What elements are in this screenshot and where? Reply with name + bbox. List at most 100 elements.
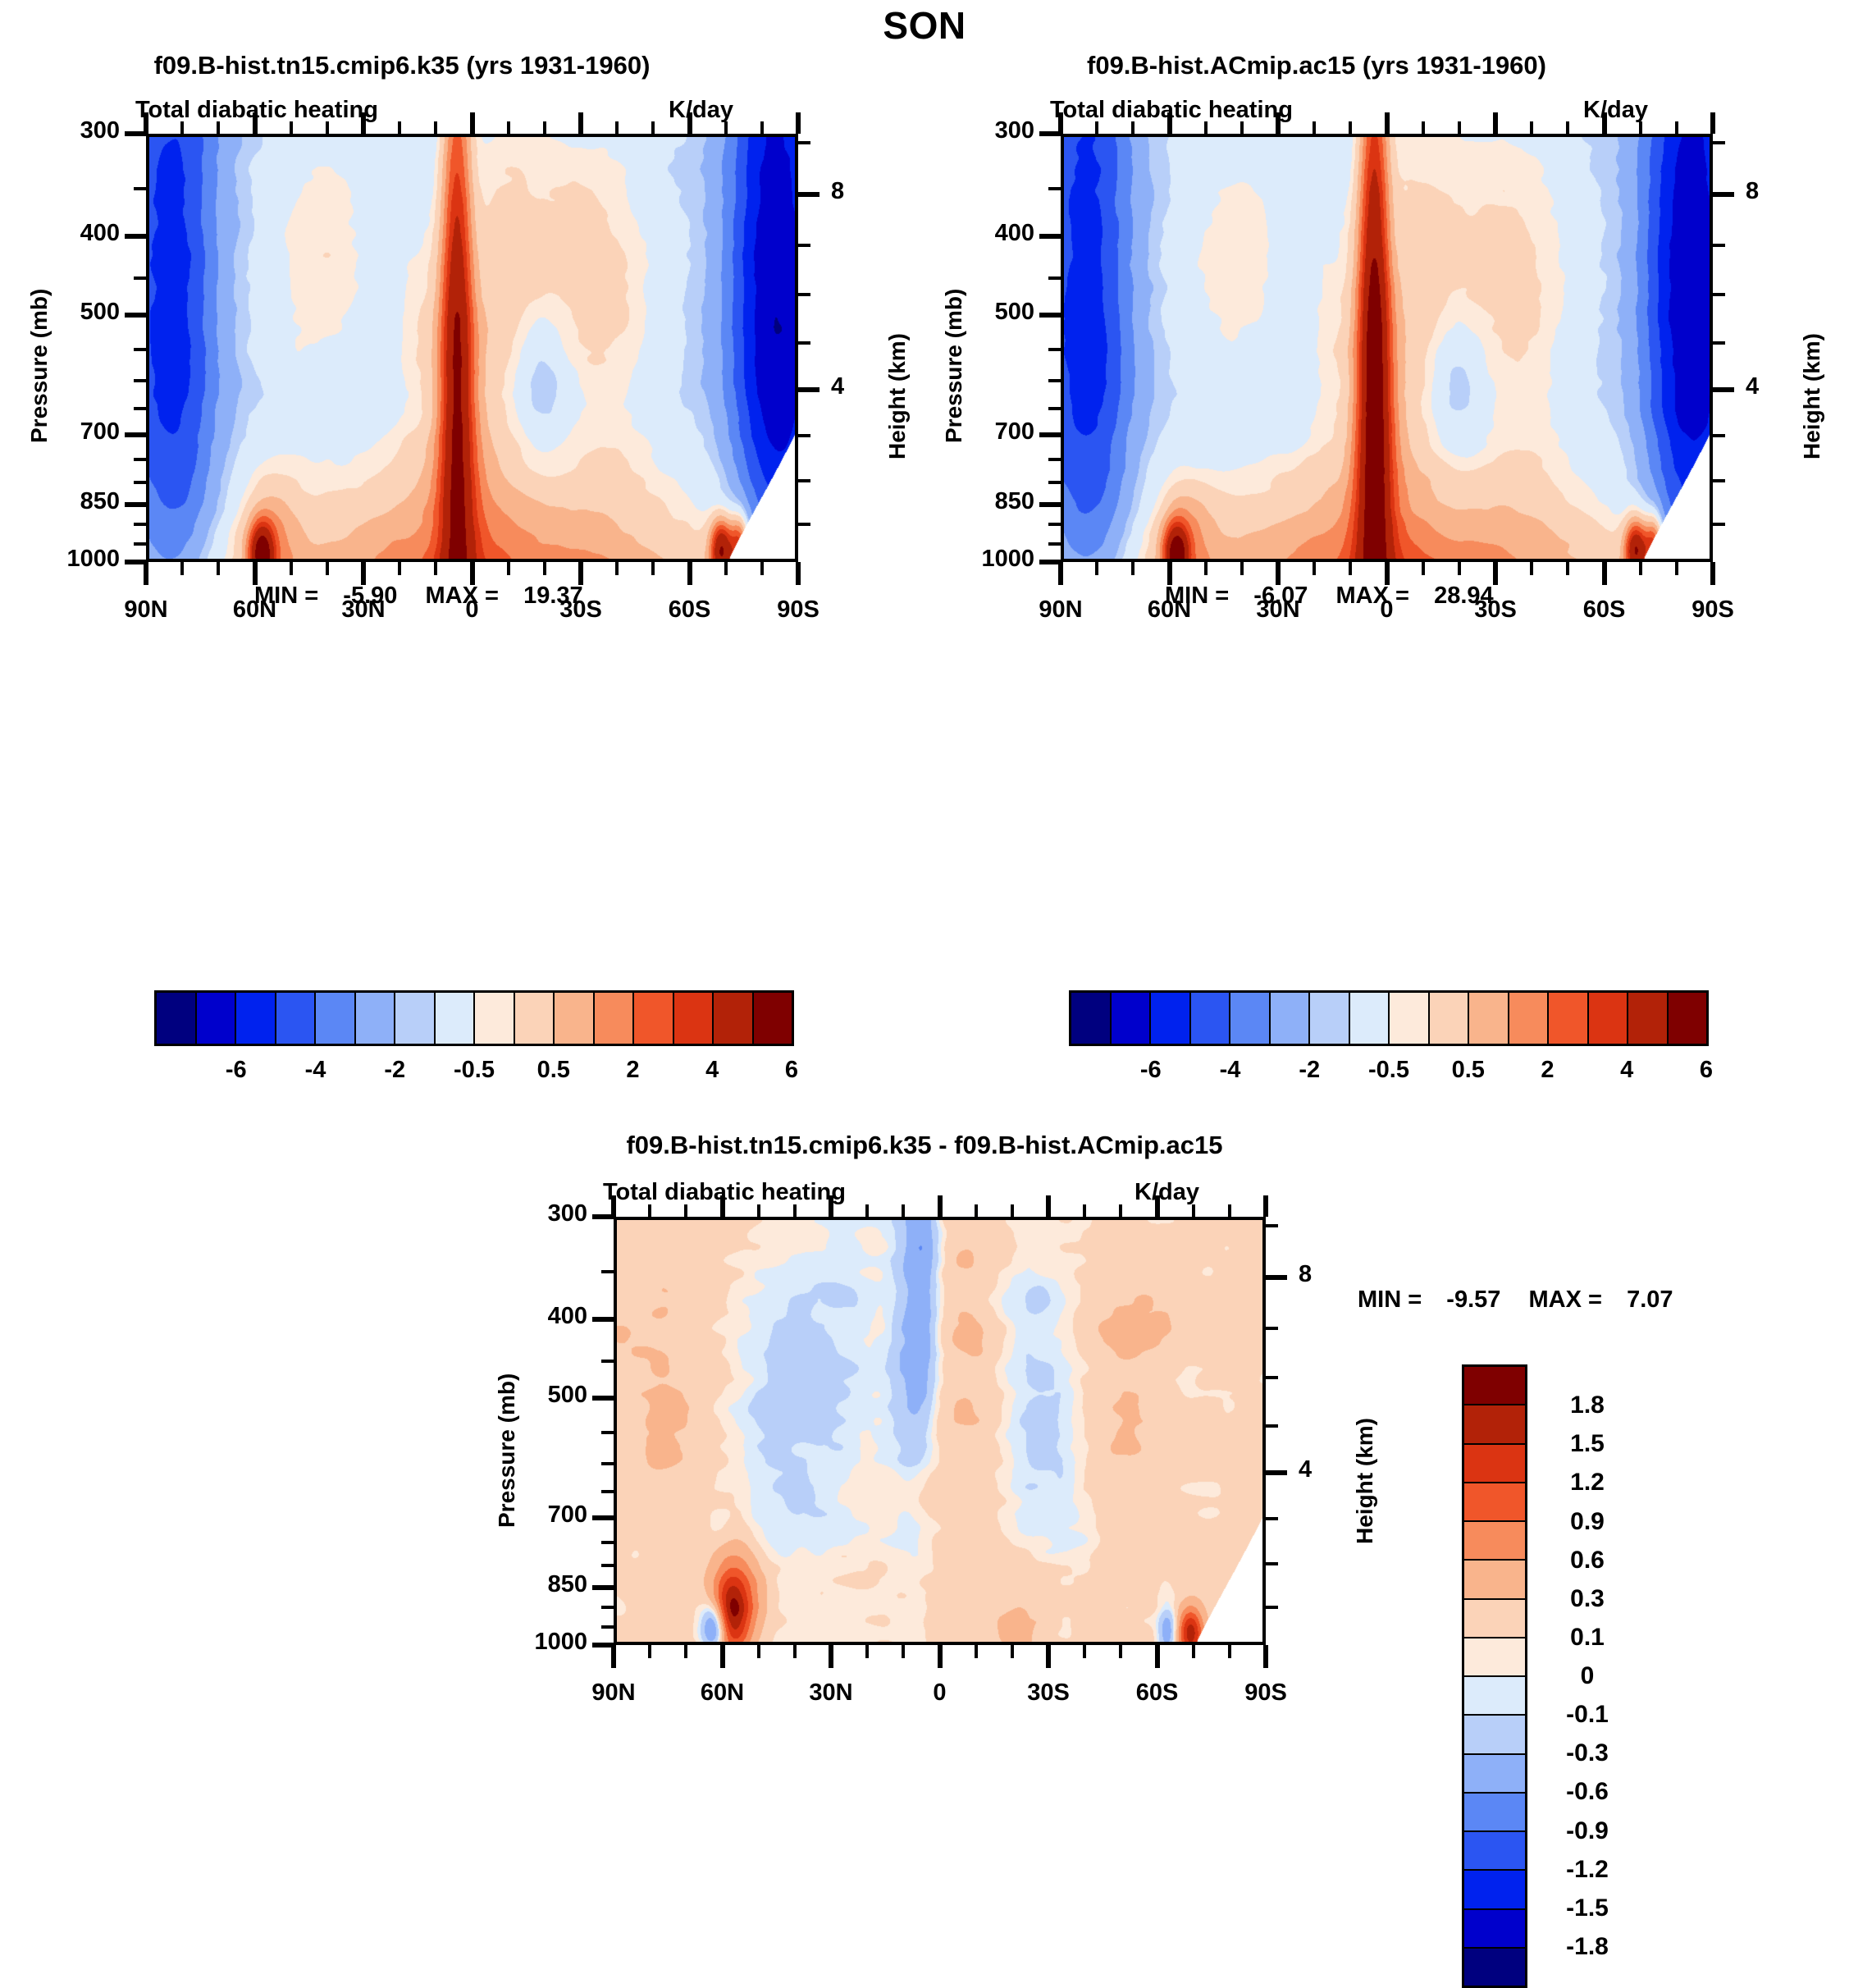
ytick-mark bbox=[592, 1515, 614, 1521]
xtick-mark-top bbox=[1263, 1195, 1268, 1217]
height-tick-label: 4 bbox=[1746, 373, 1760, 400]
panel-top-right-y2axis-label: Height (km) bbox=[1799, 333, 1824, 459]
colorbar-swatch bbox=[1390, 993, 1430, 1044]
xtick-minor-top bbox=[1083, 1204, 1087, 1217]
height-tick-minor bbox=[798, 244, 810, 248]
colorbar-swatch bbox=[594, 993, 634, 1044]
height-tick-mark bbox=[1713, 387, 1734, 393]
panel-bottom-diff-y2axis-label: Height (km) bbox=[1352, 1418, 1377, 1544]
ytick-mark bbox=[592, 1643, 614, 1648]
xtick-mark bbox=[1058, 562, 1063, 585]
xtick-minor-top bbox=[1313, 121, 1317, 134]
colorbar-swatch bbox=[157, 993, 197, 1044]
colorbar-tick-label: -4 bbox=[304, 1057, 326, 1083]
panel-top-left-max-label: MAX = bbox=[425, 583, 499, 609]
colorbar-swatch bbox=[1464, 1948, 1525, 1986]
xtick-minor-top bbox=[1095, 121, 1099, 134]
xtick-minor bbox=[792, 1645, 797, 1658]
xtick-label: 60N bbox=[700, 1680, 745, 1706]
xtick-minor bbox=[724, 562, 728, 575]
ytick-label: 1000 bbox=[981, 546, 1034, 572]
xtick-minor bbox=[648, 1645, 652, 1658]
panel-top-left-y2axis-label: Height (km) bbox=[884, 333, 910, 459]
panel-top-right-title: f09.B-hist.ACmip.ac15 (yrs 1931-1960) bbox=[1087, 51, 1546, 80]
ytick-label: 500 bbox=[994, 299, 1034, 326]
xtick-label: 60S bbox=[1135, 1680, 1179, 1706]
xtick-minor bbox=[1203, 562, 1208, 575]
xtick-minor bbox=[974, 1645, 978, 1658]
xtick-minor bbox=[651, 562, 655, 575]
colorbar-tick-label: -0.1 bbox=[1566, 1701, 1609, 1729]
ytick-minor bbox=[601, 1564, 614, 1568]
xtick-minor bbox=[1566, 562, 1570, 575]
colorbar-swatch bbox=[1464, 1561, 1525, 1600]
xtick-minor bbox=[506, 562, 510, 575]
xtick-minor-top bbox=[792, 1204, 797, 1217]
ytick-minor bbox=[134, 276, 146, 280]
ytick-mark bbox=[1039, 560, 1061, 564]
ytick-mark bbox=[1039, 432, 1061, 438]
colorbar-swatch bbox=[1230, 993, 1271, 1044]
colorbar-tick-label: 2 bbox=[1541, 1057, 1555, 1083]
xtick-minor-top bbox=[1119, 1204, 1123, 1217]
panel-top-left-max-value: 19.37 bbox=[523, 583, 583, 609]
height-tick-mark bbox=[1266, 1470, 1287, 1476]
colorbar-swatch bbox=[753, 993, 792, 1044]
xtick-minor bbox=[1638, 562, 1642, 575]
xtick-minor bbox=[398, 562, 402, 575]
panel-top-left-colorbar bbox=[154, 990, 794, 1046]
colorbar-swatch bbox=[714, 993, 754, 1044]
ytick-minor bbox=[134, 542, 146, 546]
colorbar-swatch bbox=[1464, 1483, 1525, 1522]
colorbar-swatch bbox=[1464, 1754, 1525, 1794]
xtick-mark-top bbox=[1384, 112, 1390, 134]
colorbar-tick-label: -6 bbox=[1139, 1057, 1162, 1083]
ytick-minor bbox=[134, 186, 146, 190]
xtick-mark bbox=[144, 562, 148, 585]
height-tick-minor bbox=[1713, 522, 1725, 526]
colorbar-tick-label: -1.2 bbox=[1566, 1855, 1609, 1883]
ytick-mark bbox=[125, 313, 146, 318]
ytick-minor bbox=[601, 1359, 614, 1363]
colorbar-swatch bbox=[1464, 1677, 1525, 1716]
colorbar-tick-label: -2 bbox=[1299, 1057, 1321, 1083]
ytick-minor bbox=[1048, 481, 1061, 485]
ytick-mark bbox=[125, 233, 146, 239]
ytick-minor bbox=[601, 1541, 614, 1545]
xtick-minor-top bbox=[1566, 121, 1570, 134]
xtick-mark bbox=[1493, 562, 1498, 585]
xtick-minor-top bbox=[651, 121, 655, 134]
xtick-label: 0 bbox=[1380, 596, 1394, 623]
xtick-minor-top bbox=[1638, 121, 1642, 134]
ytick-label: 300 bbox=[994, 117, 1034, 144]
xtick-label: 90S bbox=[1244, 1680, 1287, 1706]
height-tick-mark bbox=[1713, 192, 1734, 198]
xtick-minor-top bbox=[434, 121, 438, 134]
panel-top-left-plot-area bbox=[146, 134, 798, 562]
xtick-mark bbox=[1154, 1645, 1160, 1668]
xtick-minor-top bbox=[325, 121, 329, 134]
xtick-label: 90N bbox=[124, 596, 168, 623]
xtick-mark-top bbox=[1493, 112, 1498, 134]
xtick-mark bbox=[469, 562, 475, 585]
xtick-minor bbox=[1421, 562, 1425, 575]
panel-bottom-diff-min-label: MIN = bbox=[1358, 1286, 1422, 1313]
ytick-minor bbox=[1048, 276, 1061, 280]
panel-top-right-units-label: K/day bbox=[1583, 97, 1648, 123]
colorbar-swatch bbox=[196, 993, 236, 1044]
ytick-minor bbox=[134, 407, 146, 411]
colorbar-tick-label: 0.6 bbox=[1570, 1546, 1605, 1574]
ytick-label: 1000 bbox=[66, 546, 120, 572]
xtick-label: 0 bbox=[933, 1680, 947, 1706]
xtick-minor-top bbox=[1010, 1204, 1014, 1217]
xtick-minor-top bbox=[398, 121, 402, 134]
ytick-label: 850 bbox=[547, 1570, 587, 1597]
ytick-minor bbox=[1048, 542, 1061, 546]
colorbar-swatch bbox=[1588, 993, 1628, 1044]
xtick-minor bbox=[1131, 562, 1135, 575]
ytick-minor bbox=[1048, 407, 1061, 411]
colorbar-tick-label: 1.2 bbox=[1570, 1469, 1605, 1497]
colorbar-swatch bbox=[1464, 1599, 1525, 1638]
colorbar-swatch bbox=[316, 993, 356, 1044]
xtick-mark-top bbox=[1058, 112, 1063, 134]
